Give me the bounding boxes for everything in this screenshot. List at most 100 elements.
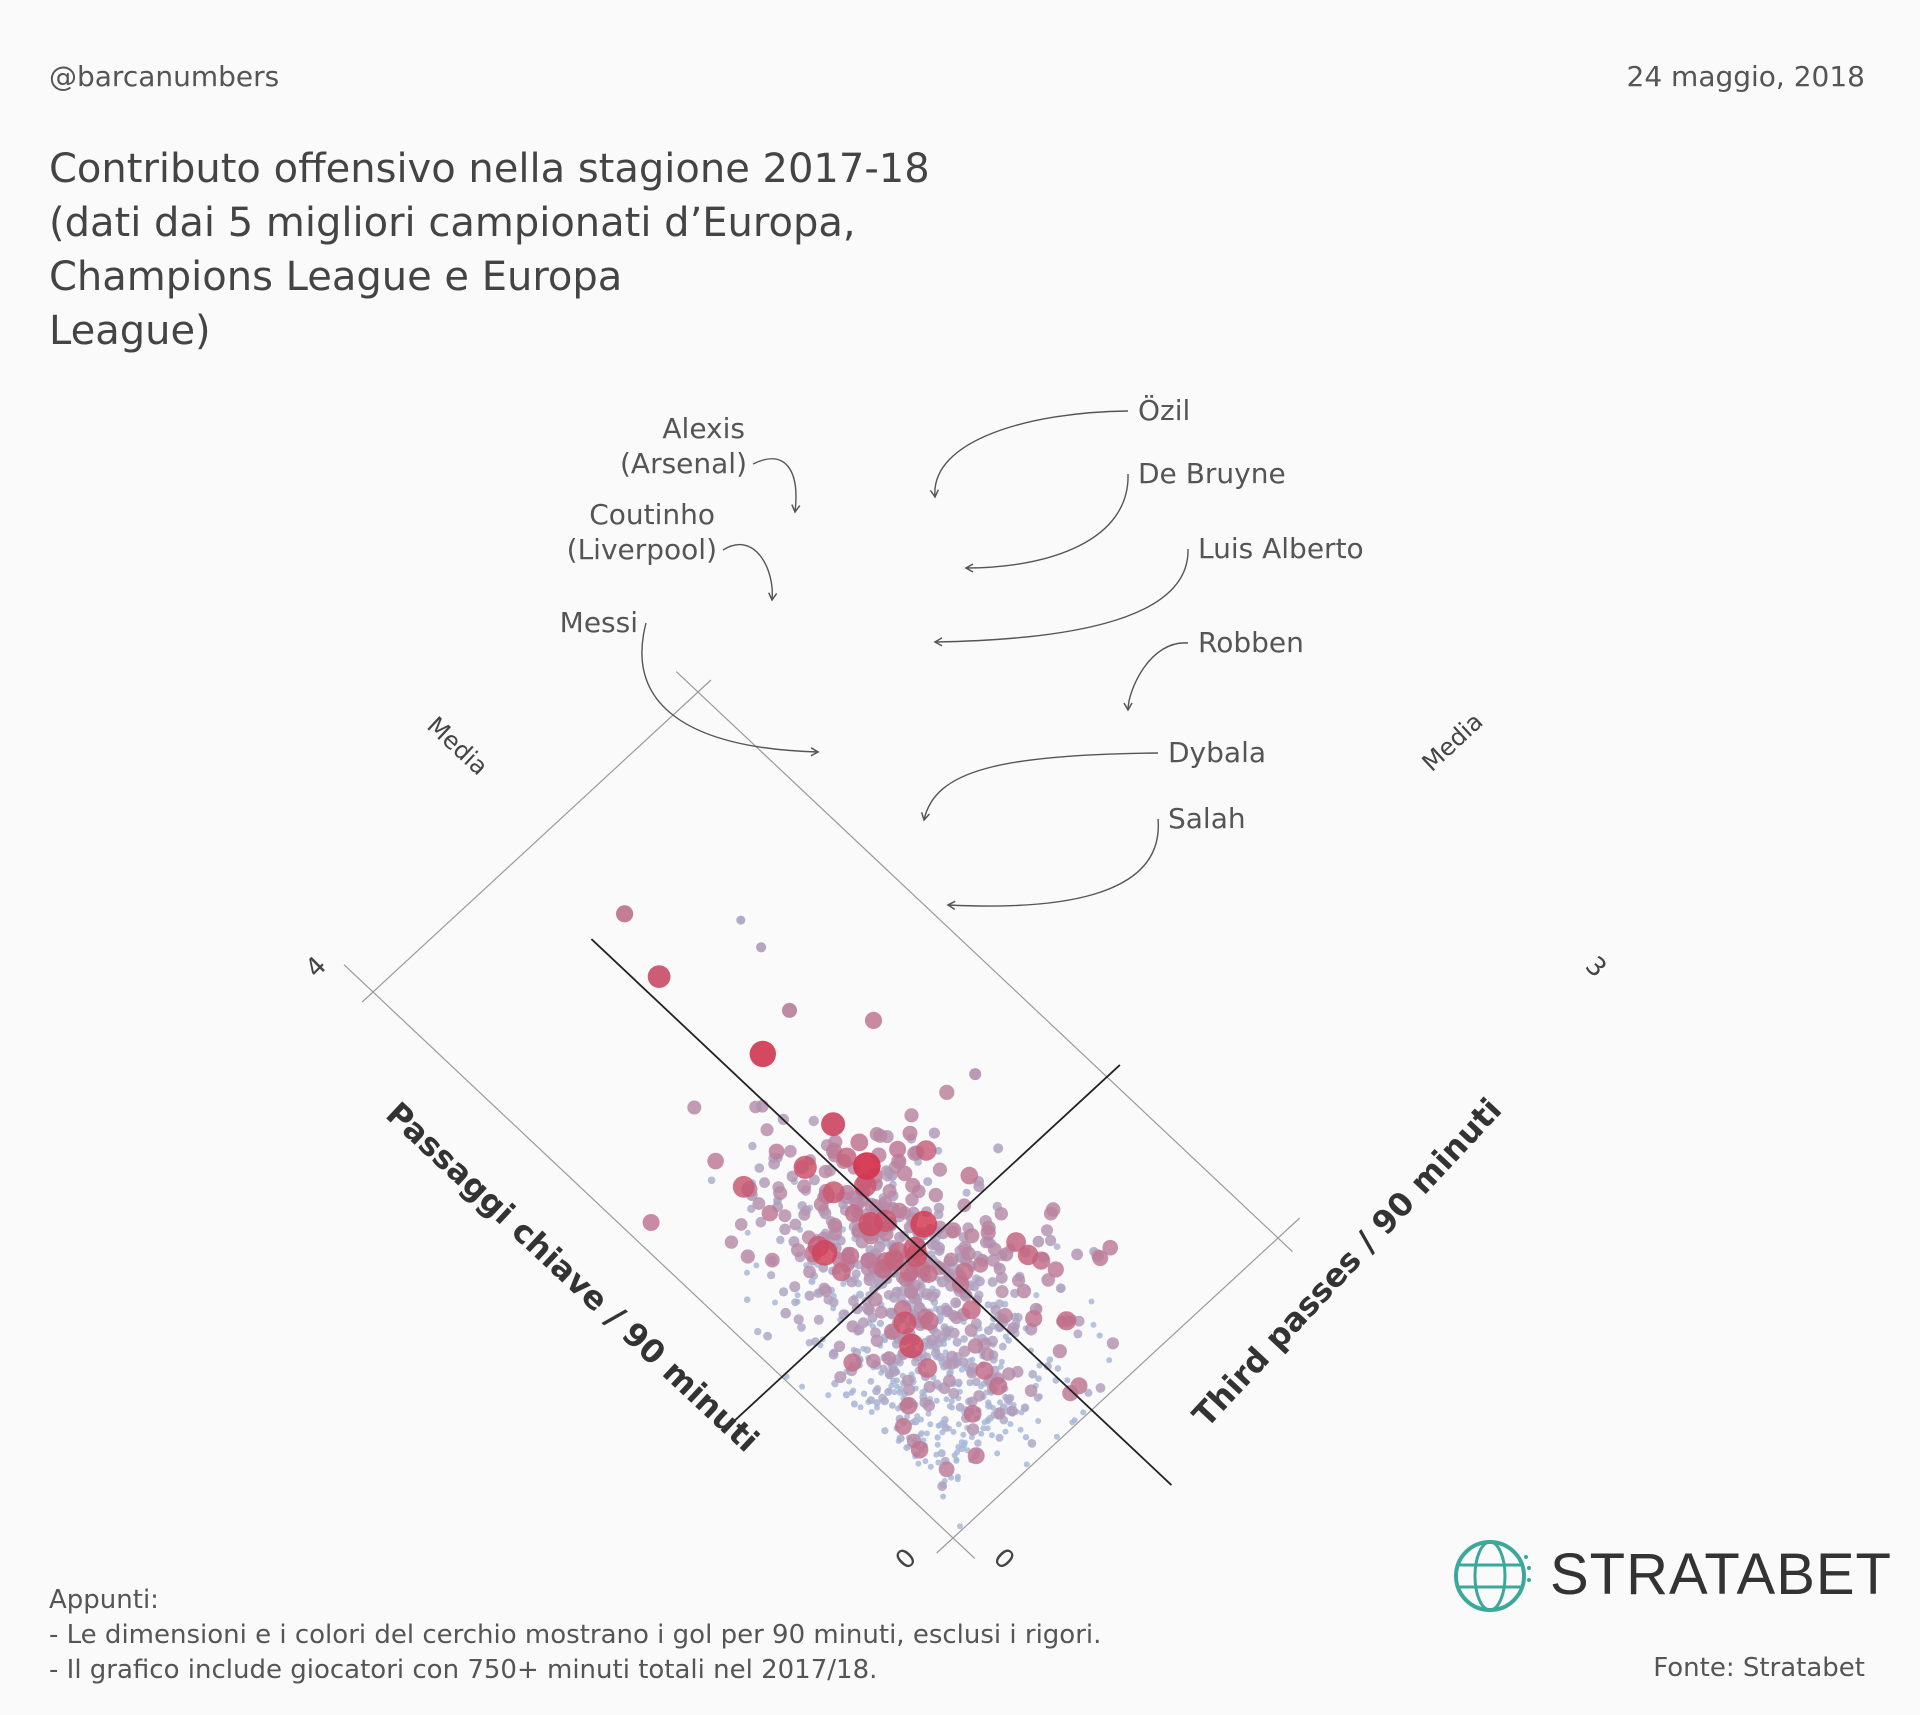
player-point (755, 1099, 769, 1113)
page-title: Contributo offensivo nella stagione 2017… (49, 142, 1049, 358)
player-point (842, 1391, 851, 1399)
note-line: - Il grafico include giocatori con 750+ … (49, 1655, 878, 1685)
player-point (868, 1292, 883, 1307)
grid-line (675, 671, 1293, 1253)
player-point (884, 1387, 893, 1396)
player-point (789, 1218, 802, 1231)
player-point (707, 1152, 724, 1170)
player-point (943, 1374, 956, 1388)
player-point (938, 1461, 955, 1478)
player-point (786, 1170, 798, 1183)
player-point (998, 1358, 1005, 1365)
y-mean-label: Media (422, 711, 494, 781)
player-point (939, 1084, 955, 1100)
player-point (850, 1133, 869, 1152)
player-point (823, 1294, 834, 1305)
player-point (1035, 1418, 1042, 1424)
player-point (889, 1402, 896, 1409)
player-point (768, 1158, 780, 1170)
player-point (1041, 1224, 1053, 1237)
player-point (941, 1416, 949, 1424)
player-point (642, 1214, 660, 1231)
annotation-arrow (1123, 642, 1189, 712)
player-point (707, 1176, 716, 1185)
annotation-arrow (722, 543, 778, 602)
player-point (789, 1281, 801, 1293)
player-point (773, 1186, 788, 1201)
player-point (874, 1404, 880, 1411)
player-point (1106, 1337, 1119, 1350)
player-point (1028, 1369, 1037, 1379)
player-point (1064, 1377, 1071, 1384)
player-point (967, 1338, 984, 1354)
annotation-arrow (641, 622, 820, 757)
title-line: League) (49, 308, 211, 354)
player-point (958, 1445, 966, 1453)
player-point (776, 1235, 785, 1245)
player-point (904, 1413, 911, 1420)
player-point (1035, 1375, 1042, 1382)
player-point (1073, 1315, 1085, 1327)
player-point (919, 1264, 938, 1283)
player-annotations: Alexis(Arsenal) Coutinho(Liverpool) Messi Ö… (560, 393, 1364, 910)
player-point (904, 1285, 919, 1300)
player-point (905, 1177, 921, 1194)
player-point (1071, 1417, 1078, 1424)
player-point (948, 1327, 960, 1339)
player-point (958, 1366, 965, 1373)
player-point (978, 1430, 985, 1437)
player-label: Alexis (662, 412, 745, 445)
player-point (901, 1374, 914, 1387)
player-point-coutinho (647, 965, 671, 988)
player-point (798, 1208, 811, 1221)
player-point-alexis (616, 905, 634, 923)
player-point (950, 1428, 957, 1435)
footnotes: Appunti: - Le dimensioni e i colori del … (49, 1583, 1101, 1688)
player-point (857, 1317, 869, 1329)
player-point (1006, 1232, 1026, 1252)
annotation-arrow (752, 458, 801, 514)
player-point (891, 1202, 908, 1219)
player-point (1045, 1202, 1061, 1217)
x-axis-title: Third passes / 90 minuti (1185, 1091, 1509, 1435)
player-point-luis-alberto (782, 1002, 797, 1018)
player-point (846, 1276, 858, 1288)
x-mean-label: Media (1417, 707, 1489, 777)
player-point (846, 1378, 853, 1385)
annotation-arrow (929, 410, 1129, 499)
player-point (893, 1311, 917, 1335)
player-point (753, 1262, 760, 1269)
player-point (880, 1396, 889, 1406)
player-point (966, 1367, 978, 1379)
player-point (937, 1481, 947, 1492)
player-point (980, 1347, 995, 1362)
player-label: Robben (1198, 626, 1304, 659)
player-point (966, 1423, 980, 1436)
player-point (967, 1447, 985, 1465)
player-point (1073, 1329, 1083, 1339)
player-point (760, 1123, 774, 1137)
player-label: De Bruyne (1138, 457, 1286, 490)
player-point (793, 1314, 804, 1325)
player-point (997, 1363, 1004, 1370)
player-point (804, 1290, 815, 1301)
player-point (863, 1274, 876, 1286)
player-point (840, 1280, 847, 1287)
player-point (998, 1342, 1007, 1351)
player-point (973, 1390, 985, 1402)
player-point (763, 1331, 772, 1341)
player-point (1013, 1312, 1023, 1322)
player-point (888, 1292, 900, 1303)
player-point (1080, 1409, 1087, 1416)
player-point (985, 1402, 993, 1410)
player-point (925, 1410, 932, 1417)
player-point (1017, 1426, 1024, 1433)
player-point (993, 1262, 1006, 1276)
player-point (1024, 1384, 1038, 1397)
player-point (899, 1333, 924, 1359)
player-point (954, 1378, 963, 1387)
title-line: Champions League e Europa (49, 254, 623, 300)
player-club-label: (Liverpool) (567, 533, 717, 566)
player-point (896, 1388, 904, 1396)
player-point (961, 1246, 976, 1261)
